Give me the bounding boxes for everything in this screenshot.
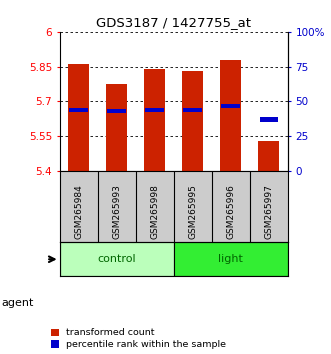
Text: light: light bbox=[218, 254, 243, 264]
Bar bbox=[106, 85, 127, 171]
Bar bbox=[221, 104, 240, 108]
Text: GSM265984: GSM265984 bbox=[74, 184, 83, 239]
Legend: transformed count, percentile rank within the sample: transformed count, percentile rank withi… bbox=[51, 329, 226, 349]
Bar bbox=[174, 242, 288, 276]
Bar bbox=[69, 108, 88, 112]
Bar bbox=[68, 64, 89, 171]
Bar bbox=[183, 108, 202, 112]
Text: control: control bbox=[97, 254, 136, 264]
Text: GSM265996: GSM265996 bbox=[226, 184, 235, 239]
Bar bbox=[260, 117, 278, 121]
Bar bbox=[259, 141, 279, 171]
Bar bbox=[182, 71, 203, 171]
Text: GSM265997: GSM265997 bbox=[264, 184, 273, 239]
Title: GDS3187 / 1427755_at: GDS3187 / 1427755_at bbox=[96, 16, 251, 29]
Text: agent: agent bbox=[2, 298, 34, 308]
Bar bbox=[144, 69, 165, 171]
Text: GSM265995: GSM265995 bbox=[188, 184, 197, 239]
Bar bbox=[145, 108, 164, 112]
Text: GSM265998: GSM265998 bbox=[150, 184, 159, 239]
Bar bbox=[107, 109, 126, 113]
Text: GSM265993: GSM265993 bbox=[112, 184, 121, 239]
Bar bbox=[220, 60, 241, 171]
Bar bbox=[60, 242, 174, 276]
